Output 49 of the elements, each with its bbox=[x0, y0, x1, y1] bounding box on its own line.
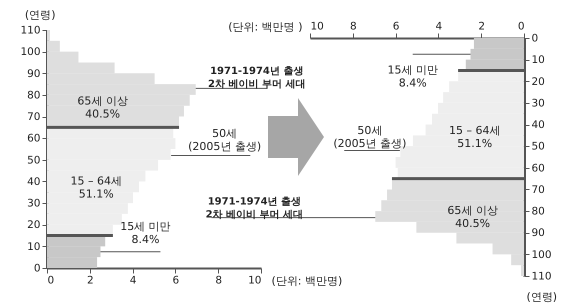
y-tick-label: 60 bbox=[27, 132, 40, 145]
annotation: 15 – 64세 51.1% bbox=[449, 124, 501, 150]
x-tick-label: 4 bbox=[436, 20, 443, 32]
y-tick-label: 40 bbox=[532, 119, 545, 132]
annotation: 65세 이상 40.5% bbox=[77, 94, 128, 120]
annotation: 50세 (2005년 출생) bbox=[188, 126, 262, 153]
y-tick-label: 100 bbox=[20, 46, 40, 58]
y-tick-label: 40 bbox=[27, 176, 40, 188]
y-tick-label: 110 bbox=[20, 24, 40, 36]
annotation: 15세 미만 8.4% bbox=[120, 220, 171, 246]
y-tick-label: 80 bbox=[532, 206, 545, 218]
y-tick-label: 10 bbox=[27, 240, 40, 253]
x-axis-title: (단위: 백만명) bbox=[272, 274, 342, 288]
y-tick-label: 10 bbox=[532, 54, 545, 66]
x-tick-label: 0 bbox=[48, 274, 54, 286]
x-tick-label: 6 bbox=[392, 20, 400, 32]
y-tick-label: 70 bbox=[27, 111, 40, 124]
x-tick-label: 8 bbox=[350, 20, 357, 32]
y-tick-label: 0 bbox=[34, 262, 40, 274]
y-tick-label: 100 bbox=[532, 248, 552, 261]
y-tick-label: 90 bbox=[532, 227, 545, 240]
x-tick-label: 10 bbox=[248, 274, 262, 286]
annotation: 15 – 64세 51.1% bbox=[70, 174, 122, 200]
y-tick-label: 90 bbox=[27, 68, 40, 80]
y-tick-label: 50 bbox=[27, 154, 40, 166]
y-tick-label: 60 bbox=[532, 162, 545, 174]
x-axis-title: (단위: 백만명 ) bbox=[228, 20, 302, 34]
x-tick-label: 0 bbox=[518, 20, 524, 32]
y-tick-label: 50 bbox=[532, 140, 545, 153]
annotation: 65세 이상 40.5% bbox=[447, 204, 498, 230]
x-tick-label: 2 bbox=[478, 20, 486, 32]
x-tick-label: 6 bbox=[172, 274, 180, 286]
annotation: 15세 미만 8.4% bbox=[387, 63, 438, 90]
y-tick-label: 110 bbox=[532, 270, 552, 282]
y-axis-title: (연령) bbox=[526, 290, 558, 304]
y-tick-label: 20 bbox=[532, 76, 545, 88]
annotation: 1971-1974년 출생 2차 베이비 부머 세대 bbox=[208, 66, 306, 90]
x-tick-label: 8 bbox=[215, 274, 222, 286]
y-tick-label: 80 bbox=[27, 89, 40, 102]
x-tick-label: 10 bbox=[310, 20, 324, 32]
x-tick-label: 2 bbox=[86, 274, 94, 286]
y-axis-title: (연령) bbox=[24, 8, 56, 22]
y-tick-label: 20 bbox=[27, 219, 40, 232]
y-tick-label: 0 bbox=[532, 32, 538, 44]
y-tick-label: 30 bbox=[27, 198, 40, 210]
y-tick-label: 30 bbox=[532, 97, 545, 110]
annotation: 50세 (2005년 출생) bbox=[333, 124, 406, 150]
y-tick-label: 70 bbox=[532, 184, 545, 196]
x-tick-label: 4 bbox=[130, 274, 137, 286]
